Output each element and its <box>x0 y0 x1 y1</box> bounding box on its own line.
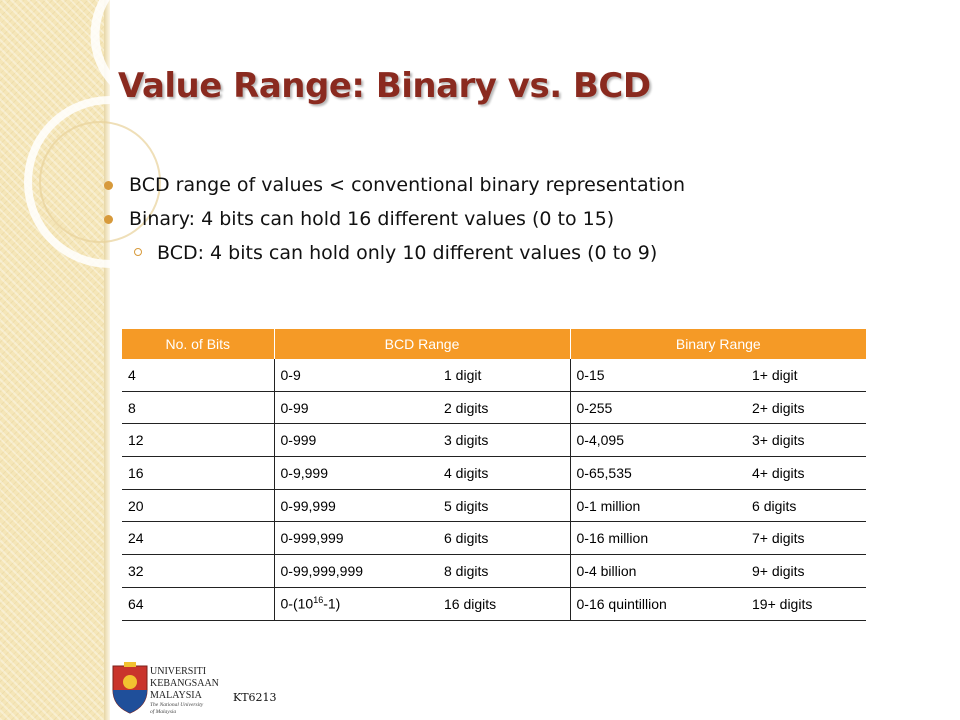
bcd-digits-cell: 8 digits <box>438 554 571 588</box>
bcd-range-cell: 0-9 <box>273 359 438 392</box>
slide-title: Value Range: Binary vs. BCD <box>118 66 651 106</box>
binary-range-cell: 0-65,535 <box>569 456 747 490</box>
bullet-dot-icon <box>104 215 113 224</box>
bullet-text: Binary: 4 bits can hold 16 different val… <box>129 208 615 230</box>
table-row: 8 0-99 2 digits 0-255 2+ digits <box>122 391 867 425</box>
binary-range-cell: 0-15 <box>569 359 747 392</box>
binary-digits-cell: 1+ digit <box>746 359 867 392</box>
logo-line-3: MALAYSIA <box>150 690 203 701</box>
bcd-digits-cell: 1 digit <box>438 359 571 392</box>
table-row: 4 0-9 1 digit 0-15 1+ digit <box>122 359 867 392</box>
header-no-of-bits: No. of Bits <box>122 329 274 359</box>
binary-range-cell: 0-16 million <box>569 521 747 556</box>
bcd-range-prefix: 0-(10 <box>280 595 314 612</box>
decorative-side-band <box>0 0 104 720</box>
bits-cell: 12 <box>122 423 274 458</box>
binary-range-cell: 0-1 million <box>569 489 747 523</box>
sub-bullet-ring-icon <box>134 248 142 256</box>
logo-tagline-2: of Malaysia <box>150 708 176 715</box>
side-band-edge <box>104 0 110 720</box>
value-range-table: No. of Bits BCD Range Binary Range 4 0-9… <box>122 329 867 621</box>
university-logo: UNIVERSITI KEBANGSAAN MALAYSIA The Natio… <box>112 662 219 715</box>
bits-cell: 24 <box>122 521 274 556</box>
bits-cell: 16 <box>122 456 274 490</box>
bcd-digits-cell: 3 digits <box>438 423 571 458</box>
binary-digits-cell: 7+ digits <box>746 521 867 556</box>
bits-cell: 8 <box>122 391 274 425</box>
footer-code: KT6213 <box>233 691 277 704</box>
binary-digits-cell: 9+ digits <box>746 554 867 588</box>
logo-line-2: KEBANGSAAN <box>150 678 219 689</box>
bits-cell: 64 <box>122 587 274 621</box>
binary-range-cell: 0-4,095 <box>569 423 747 458</box>
bullet-item: Binary: 4 bits can hold 16 different val… <box>104 202 924 236</box>
binary-digits-cell: 4+ digits <box>746 456 867 490</box>
bits-cell: 20 <box>122 489 274 523</box>
bcd-digits-cell: 2 digits <box>438 391 571 425</box>
crest-icon <box>112 662 148 714</box>
table-row: 12 0-999 3 digits 0-4,095 3+ digits <box>122 423 867 458</box>
table-row: 24 0-999,999 6 digits 0-16 million 7+ di… <box>122 521 867 556</box>
bullet-item: BCD range of values < conventional binar… <box>104 168 924 202</box>
bcd-digits-cell: 4 digits <box>438 456 571 490</box>
header-binary-range: Binary Range <box>569 329 867 359</box>
bcd-digits-cell: 6 digits <box>438 521 571 556</box>
bcd-digits-cell: 5 digits <box>438 489 571 523</box>
table-row: 16 0-9,999 4 digits 0-65,535 4+ digits <box>122 456 867 490</box>
bcd-digits-cell: 16 digits <box>438 587 571 621</box>
logo-tagline-1: The National University <box>150 702 204 708</box>
binary-digits-cell: 19+ digits <box>746 587 867 621</box>
binary-range-cell: 0-4 billion <box>569 554 747 588</box>
table-row: 20 0-99,999 5 digits 0-1 million 6 digit… <box>122 489 867 523</box>
bits-cell: 4 <box>122 359 274 392</box>
table-header-row: No. of Bits BCD Range Binary Range <box>122 329 867 359</box>
bits-cell: 32 <box>122 554 274 588</box>
binary-range-cell: 0-16 quintillion <box>569 587 747 621</box>
bcd-range-cell: 0-99,999,999 <box>273 554 438 588</box>
bcd-range-cell: 0-999,999 <box>273 521 438 556</box>
header-bcd-range: BCD Range <box>273 329 571 359</box>
bcd-range-cell: 0-99 <box>273 391 438 425</box>
binary-range-cell: 0-255 <box>569 391 747 425</box>
bcd-range-cell: 0-999 <box>273 423 438 458</box>
bullet-dot-icon <box>104 181 113 190</box>
table-row: 64 0-(1016-1) 16 digits 0-16 quintillion… <box>122 587 867 621</box>
binary-digits-cell: 3+ digits <box>746 423 867 458</box>
logo-line-1: UNIVERSITI <box>150 666 206 677</box>
binary-digits-cell: 6 digits <box>746 489 867 523</box>
bcd-range-exponent: 16 <box>313 595 324 606</box>
bcd-range-suffix: -1) <box>323 595 341 612</box>
bullet-list: BCD range of values < conventional binar… <box>104 168 924 270</box>
sub-bullet-text: BCD: 4 bits can hold only 10 different v… <box>157 242 658 264</box>
bcd-range-cell: 0-99,999 <box>273 489 438 523</box>
bullet-text: BCD range of values < conventional binar… <box>129 174 685 196</box>
binary-digits-cell: 2+ digits <box>746 391 867 425</box>
sub-bullet-item: BCD: 4 bits can hold only 10 different v… <box>104 236 924 270</box>
table-row: 32 0-99,999,999 8 digits 0-4 billion 9+ … <box>122 554 867 588</box>
bcd-range-cell: 0-(1016-1) <box>273 587 438 621</box>
bcd-range-cell: 0-9,999 <box>273 456 438 490</box>
